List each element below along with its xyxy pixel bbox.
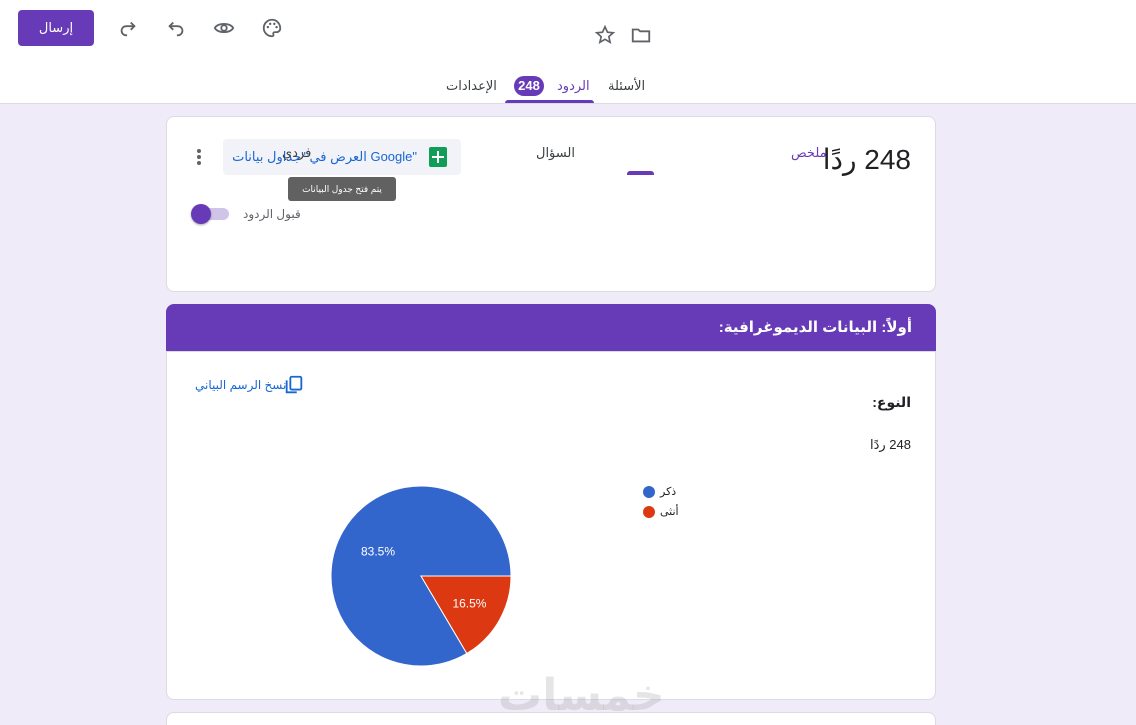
- subtab-question[interactable]: السؤال: [536, 145, 575, 160]
- tab-settings[interactable]: الإعدادات: [446, 78, 497, 93]
- pie-slice-2[interactable]: [420, 575, 512, 655]
- question-summary-card: نسخ الرسم البياني النوع: 248 ردًا 83.5% 1…: [166, 351, 936, 700]
- view-in-sheets-label: العرض في "جداول بيانات Google": [232, 149, 417, 164]
- next-question-card: [166, 712, 936, 725]
- tab-questions[interactable]: الأسئلة: [608, 78, 646, 93]
- copy-chart-label: نسخ الرسم البياني: [195, 378, 287, 392]
- accepting-responses-toggle[interactable]: [191, 204, 229, 224]
- subtab-individual[interactable]: فردي: [282, 145, 312, 160]
- legend-dot-2: [643, 506, 655, 518]
- app-header: إرسال الأسئلة الردود الإعدادات 248: [0, 0, 1136, 104]
- sheets-tooltip: يتم فتح جدول البيانات المرتبط.: [288, 177, 396, 218]
- palette-icon[interactable]: [260, 16, 284, 40]
- pie-slice-label-2: 16.5%: [452, 597, 486, 611]
- legend-label-2: أنثى: [660, 506, 679, 518]
- legend-label-1: ذكر: [660, 486, 677, 498]
- responses-card: 248 ردًا العرض في "جداول بيانات Google" …: [166, 116, 936, 292]
- pie-chart: 83.5% 16.5%: [330, 485, 512, 667]
- question-title: النوع:: [872, 394, 911, 410]
- legend-dot-1: [643, 486, 655, 498]
- view-in-sheets-button[interactable]: العرض في "جداول بيانات Google": [223, 139, 461, 175]
- subtab-active-indicator: [627, 171, 654, 175]
- responses-count-title: 248 ردًا: [822, 144, 911, 175]
- sheets-icon: [429, 147, 447, 167]
- undo-icon[interactable]: [164, 16, 188, 40]
- active-tab-indicator: [505, 100, 594, 103]
- section-title: أولاً: البيانات الديموغرافية:: [166, 304, 936, 352]
- accepting-responses-label: قبول الردود: [243, 207, 301, 221]
- copy-icon: [283, 374, 305, 396]
- more-options-icon[interactable]: [191, 147, 207, 169]
- responses-count-badge: 248: [514, 76, 544, 96]
- preview-icon[interactable]: [212, 16, 236, 40]
- tab-responses[interactable]: الردود: [557, 78, 590, 93]
- redo-icon[interactable]: [116, 16, 140, 40]
- folder-icon[interactable]: [629, 23, 653, 47]
- question-response-count: 248 ردًا: [870, 437, 911, 452]
- subtab-summary[interactable]: ملخص: [791, 145, 827, 160]
- star-icon[interactable]: [593, 23, 617, 47]
- pie-slice-label-1: 83.5%: [361, 544, 395, 558]
- watermark: خمسات: [498, 671, 665, 720]
- send-button[interactable]: إرسال: [18, 10, 94, 46]
